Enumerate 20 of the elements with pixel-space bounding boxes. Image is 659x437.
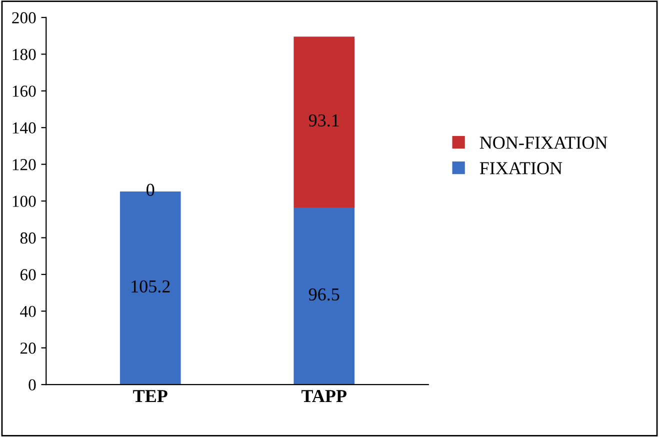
data-label: 96.5: [308, 288, 340, 301]
y-tick-label: 80: [20, 232, 36, 244]
data-label: 105.2: [132, 280, 170, 293]
data-label: 93.1: [308, 114, 339, 127]
bar: [294, 207, 355, 385]
y-tick-label: 200: [12, 12, 36, 24]
y-tick-label: 120: [12, 159, 36, 170]
legend-label: NON-FIXATION: [480, 136, 608, 149]
x-tick-label: TEP: [133, 390, 168, 402]
x-tick-label: TAPP: [301, 390, 346, 402]
y-tick-label: 160: [12, 86, 36, 97]
y-tick-label: 140: [12, 122, 36, 134]
y-tick-label: 60: [20, 269, 36, 280]
legend-label: FIXATION: [480, 162, 562, 174]
y-tick-label: 180: [12, 48, 36, 60]
y-tick-label: 0: [28, 379, 36, 391]
y-tick-label: 20: [20, 342, 36, 354]
y-tick-label: 100: [12, 196, 36, 207]
bar: [294, 36, 355, 208]
y-tick-label: 40: [20, 306, 36, 318]
